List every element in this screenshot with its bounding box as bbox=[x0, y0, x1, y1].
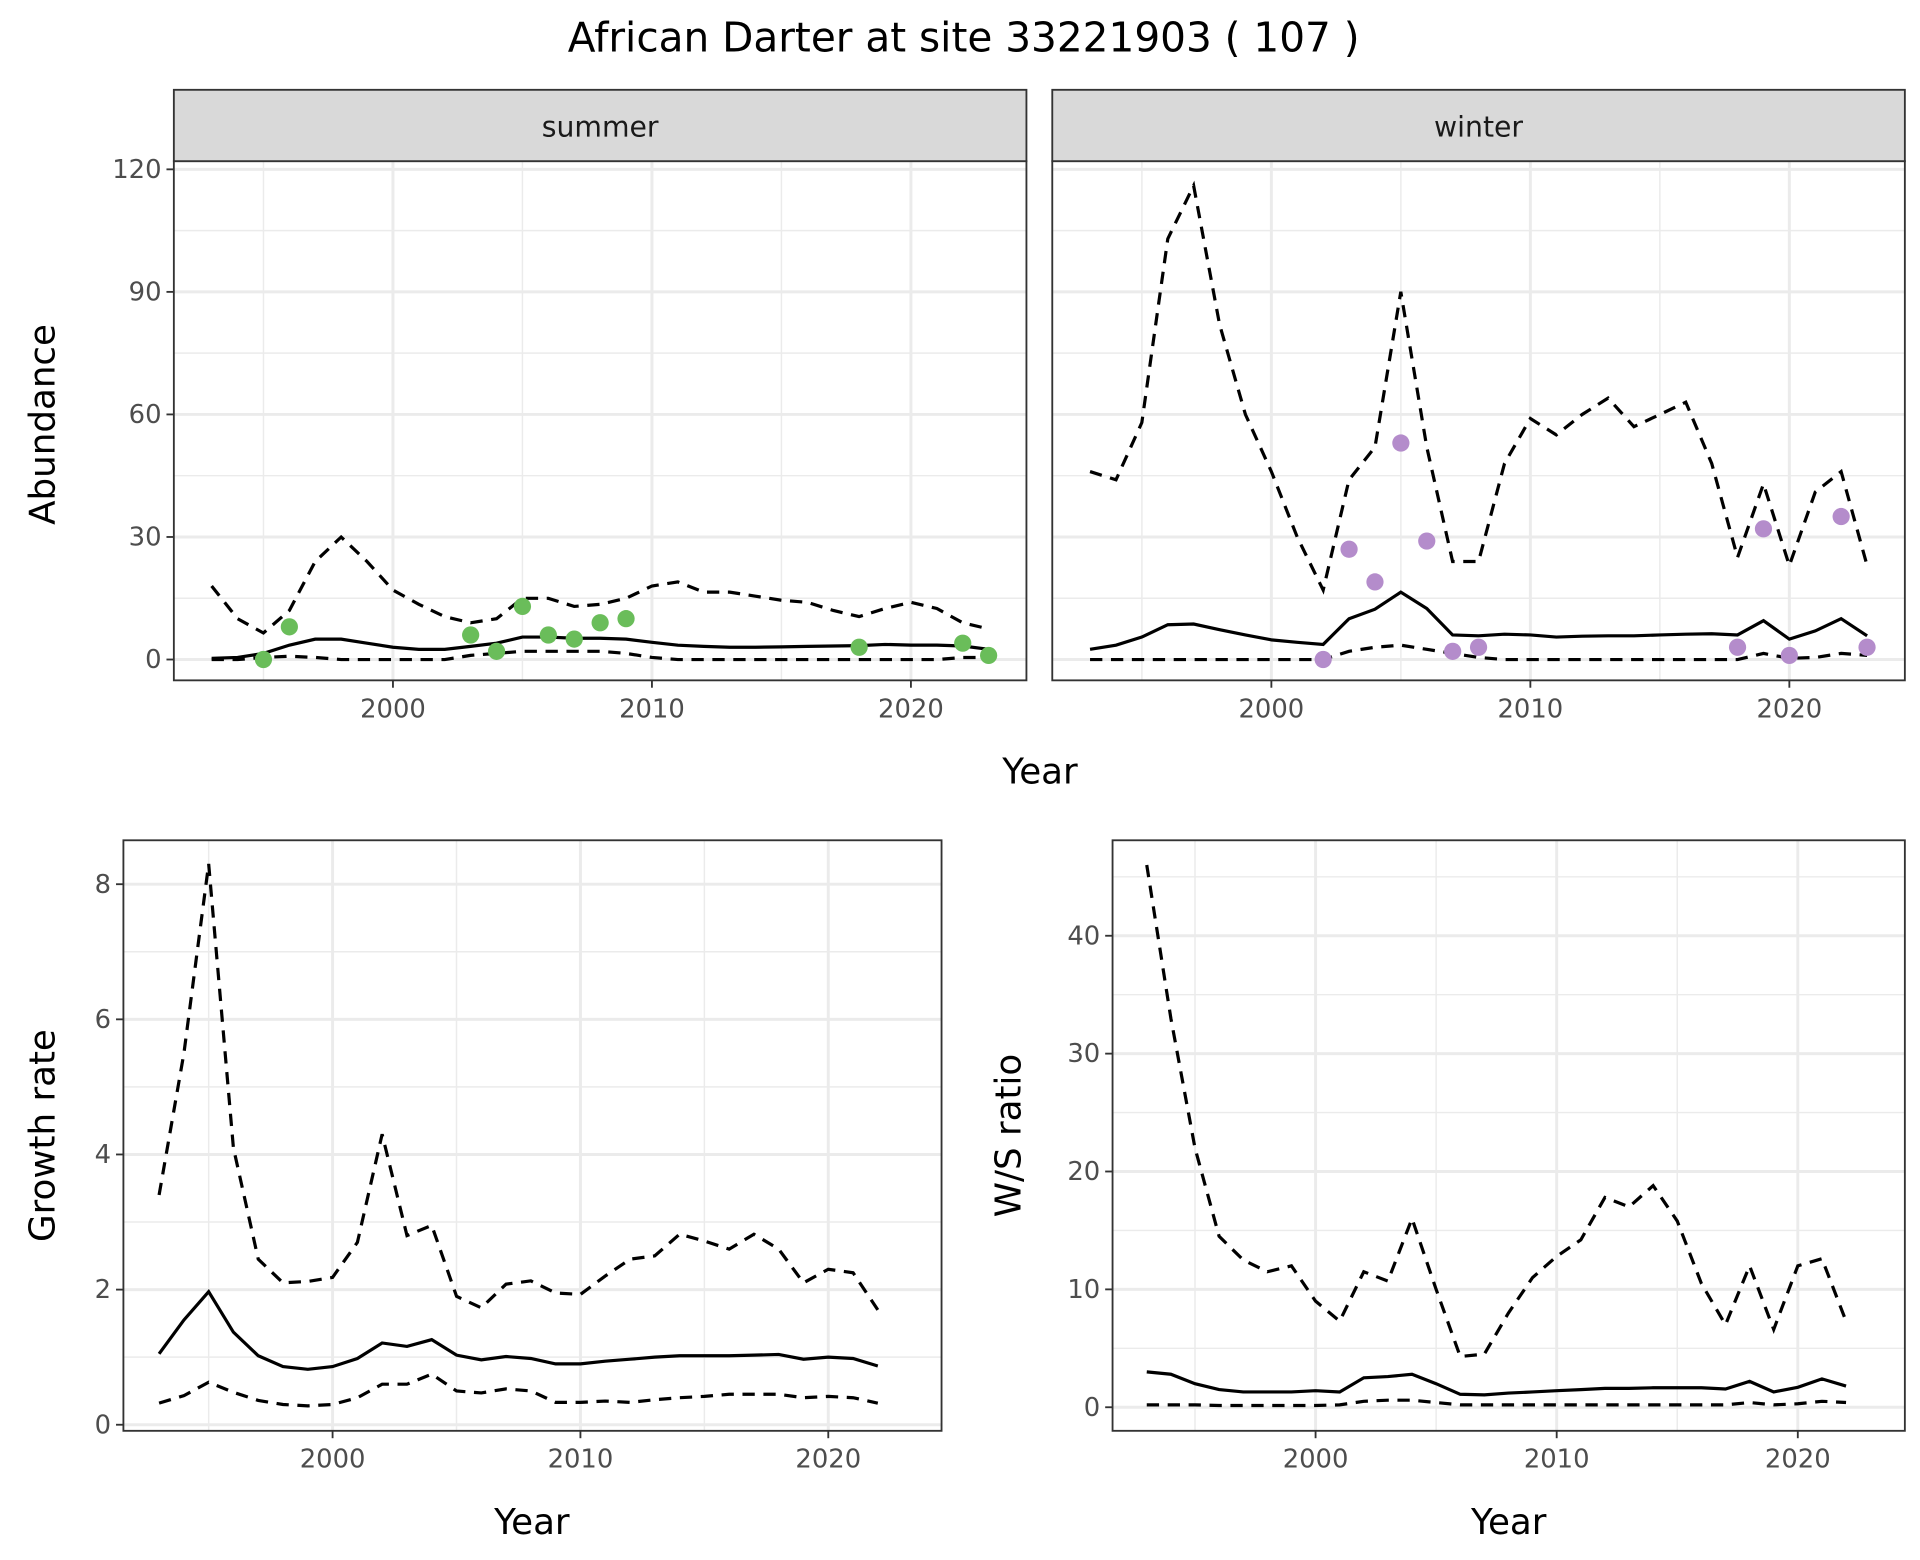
growth-y-axis-title: Growth rate bbox=[23, 1029, 64, 1242]
data-point bbox=[487, 642, 506, 660]
x-tick-label: 2000 bbox=[360, 694, 426, 724]
ws-y-axis-title: W/S ratio bbox=[988, 1054, 1029, 1217]
x-tick-label: 2020 bbox=[1765, 1445, 1831, 1475]
y-tick-label: 40 bbox=[1067, 921, 1100, 951]
panel-background bbox=[1052, 161, 1905, 681]
growth-x-axis-title: Year bbox=[493, 1502, 570, 1543]
series-line-mean bbox=[1146, 1370, 1847, 1397]
y-tick-label: 4 bbox=[95, 1140, 111, 1170]
abundance-x-axis-title: Year bbox=[1001, 752, 1078, 793]
data-point bbox=[462, 626, 480, 644]
data-point bbox=[1366, 573, 1384, 591]
data-point bbox=[954, 634, 972, 652]
series-line-mean bbox=[157, 1288, 879, 1371]
y-tick-label: 6 bbox=[95, 1005, 111, 1035]
series-line-lower bbox=[158, 1372, 879, 1408]
x-tick-label: 2010 bbox=[1524, 1445, 1590, 1475]
x-tick-label: 2000 bbox=[300, 1445, 366, 1475]
facet-strip-label: winter bbox=[1434, 111, 1523, 144]
data-point bbox=[617, 610, 635, 628]
y-tick-label: 20 bbox=[1067, 1157, 1100, 1187]
data-point bbox=[1444, 642, 1462, 660]
y-tick-label: 90 bbox=[129, 277, 162, 307]
facet-strip-label: summer bbox=[542, 111, 659, 144]
y-tick-label: 30 bbox=[129, 523, 162, 553]
data-point bbox=[513, 597, 532, 616]
data-point bbox=[1780, 646, 1798, 665]
series-line-lower bbox=[1090, 643, 1868, 662]
data-point bbox=[1340, 540, 1358, 558]
panel-growth: 2000 2010 2020 0 2 4 6 8 bbox=[95, 839, 943, 1475]
y-tick-label: 2 bbox=[95, 1275, 111, 1305]
data-point bbox=[1728, 638, 1747, 656]
y-tick-label: 120 bbox=[112, 155, 161, 185]
panel-background bbox=[1112, 840, 1905, 1431]
panel-summer: 2000 2010 2020 0 30 60 90 120 summer bbox=[112, 88, 1028, 724]
data-point bbox=[1418, 532, 1436, 550]
x-tick-label: 2020 bbox=[878, 694, 944, 724]
series-line-mean bbox=[1089, 590, 1868, 651]
y-tick-label: 60 bbox=[129, 400, 162, 430]
y-tick-label: 10 bbox=[1067, 1275, 1100, 1305]
panel-background bbox=[173, 161, 1027, 681]
series-line-lower bbox=[211, 649, 989, 662]
panel-border bbox=[1111, 839, 1906, 1432]
y-tick-label: 30 bbox=[1067, 1039, 1100, 1069]
data-point bbox=[980, 646, 998, 665]
y-tick-label: 0 bbox=[95, 1410, 111, 1440]
series-line-lower bbox=[1146, 1398, 1847, 1408]
ws-x-axis-title: Year bbox=[1470, 1502, 1547, 1543]
x-tick-label: 2010 bbox=[1497, 694, 1563, 724]
series-line-upper bbox=[1145, 864, 1848, 1359]
data-point bbox=[850, 638, 868, 656]
facet-strip bbox=[1051, 88, 1906, 163]
y-tick-label: 0 bbox=[145, 645, 161, 675]
x-tick-label: 2010 bbox=[619, 694, 685, 724]
data-point bbox=[1392, 434, 1410, 452]
data-point bbox=[280, 618, 298, 636]
panel-border bbox=[122, 839, 943, 1432]
data-point bbox=[1314, 650, 1332, 669]
data-point bbox=[565, 630, 583, 648]
x-tick-label: 2000 bbox=[1239, 694, 1305, 724]
x-tick-label: 2020 bbox=[795, 1445, 861, 1475]
panel-background bbox=[123, 840, 942, 1431]
data-point bbox=[1858, 638, 1876, 656]
data-point bbox=[539, 626, 557, 644]
series-line-upper bbox=[157, 863, 880, 1311]
data-point bbox=[1469, 638, 1488, 656]
chart-title: African Darter at site 33221903 ( 107 ) bbox=[568, 14, 1360, 62]
panel-ws: 2000 2010 2020 0 10 20 30 40 bbox=[1067, 839, 1906, 1475]
data-point bbox=[591, 614, 609, 632]
data-point bbox=[1832, 507, 1850, 526]
data-point bbox=[254, 650, 273, 669]
facet-strip bbox=[172, 88, 1028, 163]
y-tick-label: 0 bbox=[1084, 1393, 1100, 1423]
data-point bbox=[1754, 520, 1773, 538]
x-tick-label: 2020 bbox=[1756, 694, 1822, 724]
x-tick-label: 2010 bbox=[548, 1445, 614, 1475]
panel-winter: 2000 2010 2020 winter bbox=[1051, 88, 1906, 724]
abundance-y-axis-title: Abundance bbox=[23, 324, 64, 525]
y-tick-label: 8 bbox=[95, 870, 111, 900]
series-line-upper bbox=[210, 534, 990, 635]
x-tick-label: 2000 bbox=[1283, 1445, 1349, 1475]
